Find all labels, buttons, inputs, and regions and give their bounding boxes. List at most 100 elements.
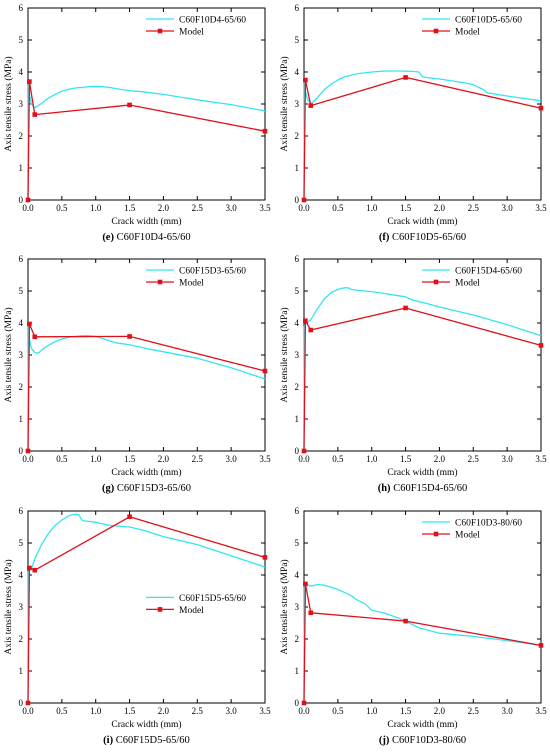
x-tick-label: 2.5: [468, 454, 480, 464]
x-tick-label: 3.5: [259, 454, 271, 464]
x-tick-label: 3.0: [502, 203, 514, 213]
model-point: [538, 343, 544, 348]
model-line: [303, 583, 542, 704]
legend-marker: [157, 279, 163, 285]
model-point: [403, 618, 408, 624]
model-point: [27, 79, 32, 84]
y-tick-label: 3: [295, 602, 300, 612]
model-point: [32, 334, 38, 340]
y-tick-label: 4: [19, 318, 24, 328]
y-tick-label: 2: [19, 634, 24, 644]
legend-marker: [433, 279, 439, 285]
x-tick-label: 1.5: [400, 203, 412, 213]
caption-text: C60F15D4-65/60: [391, 483, 468, 494]
y-tick-label: 2: [295, 382, 300, 392]
x-tick-label: 2.5: [468, 203, 480, 213]
y-tick-label: 0: [19, 195, 24, 205]
y-axis-title: Axis tensile stress (MPa): [3, 559, 14, 654]
plot-frame: [303, 258, 542, 452]
y-tick-label: 5: [295, 35, 300, 45]
x-tick-label: 2.5: [192, 706, 204, 716]
y-tick-label: 4: [295, 67, 300, 77]
x-tick-label: 0.0: [298, 454, 310, 464]
model-point: [262, 368, 268, 374]
panel-caption: (g) C60F15D3-65/60: [102, 483, 191, 494]
model-point: [301, 197, 307, 203]
model-point: [127, 334, 132, 339]
chart-panel: 0.0 0.5 1.0 1.5 2.0 2.5 3.0 3.5 0 1 2 3 4 5 6 Crack wid…: [3, 254, 271, 494]
y-tick-label: 1: [295, 163, 300, 173]
x-tick-label: 0.5: [332, 706, 344, 716]
y-tick-label: 4: [295, 570, 300, 580]
y-tick-label: 1: [19, 414, 24, 424]
x-tick-label: 1.0: [90, 203, 102, 213]
model-point: [308, 610, 314, 616]
x-tick-label: 1.5: [400, 706, 412, 716]
x-tick-label: 0.5: [56, 454, 68, 464]
model-point: [308, 327, 314, 333]
experiment-line: [303, 583, 542, 704]
caption-text: C60F10D3-80/60: [389, 735, 466, 746]
experiment-line: [303, 70, 542, 201]
experiment-line: [27, 84, 266, 201]
x-tick-label: 1.5: [124, 706, 136, 716]
x-tick-label: 3.0: [226, 706, 238, 716]
x-tick-label: 2.0: [158, 454, 170, 464]
y-tick-label: 6: [295, 254, 300, 264]
caption-letter: (f): [379, 232, 390, 243]
x-tick-label: 3.0: [226, 203, 238, 213]
model-point: [538, 643, 544, 648]
legend-label: Model: [455, 279, 480, 289]
legend-marker: [157, 28, 163, 34]
x-tick-label: 2.5: [192, 203, 204, 213]
x-tick-label: 0.0: [22, 454, 34, 464]
panel-caption: (i) C60F15D5-65/60: [103, 735, 190, 746]
y-tick-label: 1: [295, 414, 300, 424]
x-axis-title: Crack width (mm): [111, 467, 181, 478]
legend-label: C60F10D3-80/60: [455, 519, 522, 529]
plot-frame: [27, 510, 266, 704]
legend-label: Model: [455, 531, 480, 541]
x-tick-label: 3.5: [259, 706, 271, 716]
model-point: [308, 103, 314, 108]
legend-label: C60F15D4-65/60: [455, 267, 522, 277]
x-tick-label: 3.5: [535, 454, 547, 464]
model-point: [303, 318, 308, 324]
chart-panel: 0.0 0.5 1.0 1.5 2.0 2.5 3.0 3.5 0 1 2 3 4 5 6 Crack wid…: [279, 506, 547, 746]
model-point: [27, 565, 32, 571]
legend-label: C60F10D5-65/60: [455, 16, 522, 26]
caption-letter: (g): [102, 483, 115, 494]
legend-label: Model: [179, 28, 204, 38]
y-tick-label: 4: [19, 67, 24, 77]
model-point: [32, 567, 38, 573]
model-point: [27, 321, 32, 327]
caption-text: C60F15D3-65/60: [114, 483, 191, 494]
experiment-line: [27, 325, 266, 452]
model-point: [127, 514, 132, 520]
y-tick-label: 0: [295, 195, 300, 205]
y-tick-label: 6: [19, 254, 24, 264]
model-point: [262, 128, 268, 134]
x-tick-label: 1.5: [124, 454, 136, 464]
caption-letter: (i): [103, 735, 113, 746]
x-axis-title: Crack width (mm): [111, 216, 181, 227]
model-line: [27, 80, 266, 201]
chart-panel: 0.0 0.5 1.0 1.5 2.0 2.5 3.0 3.5 0 1 2 3 4 5 6 Crack wid…: [279, 3, 547, 243]
y-tick-label: 6: [295, 506, 300, 516]
caption-text: C60F10D5-65/60: [389, 232, 466, 243]
y-tick-label: 0: [19, 446, 24, 456]
x-tick-label: 3.0: [502, 454, 514, 464]
x-tick-label: 1.0: [90, 454, 102, 464]
x-tick-label: 3.0: [226, 454, 238, 464]
x-axis-title: Crack width (mm): [387, 467, 457, 478]
model-point: [303, 581, 308, 587]
model-point: [127, 102, 132, 108]
y-tick-label: 4: [19, 570, 24, 580]
caption-letter: (h): [378, 483, 391, 494]
legend-label: Model: [179, 606, 204, 616]
experiment-line: [303, 287, 542, 452]
y-tick-label: 4: [295, 318, 300, 328]
y-tick-label: 2: [19, 382, 24, 392]
x-axis-title: Crack width (mm): [111, 719, 181, 730]
caption-letter: (j): [379, 735, 390, 746]
